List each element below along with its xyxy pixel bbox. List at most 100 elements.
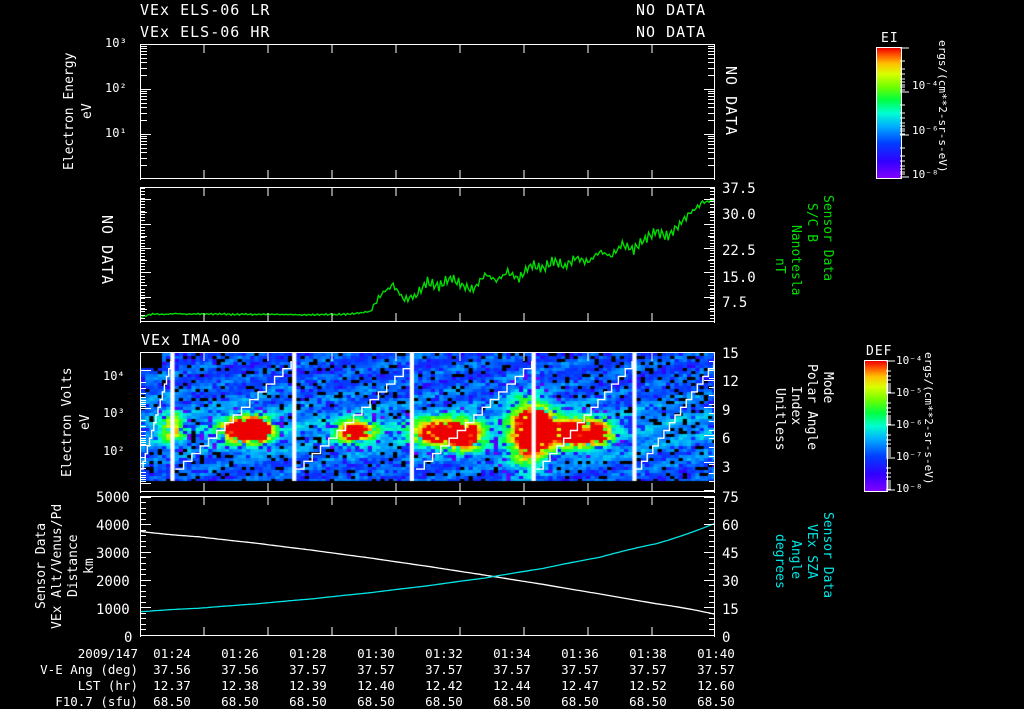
- panel4-left-label-sensor-data: Sensor Data: [34, 522, 49, 610]
- bottom-cell: 68.50: [153, 693, 191, 709]
- bottom-row: V-E Ang (deg) 37.56 37.56 37.57 37.57 37.57 37…: [18, 661, 750, 677]
- panel1-ytick-1e1: 10¹: [105, 126, 127, 140]
- panel3-ytick-1e4: 10⁴: [103, 369, 125, 383]
- panel2-ytick-30.0: 30.0: [722, 207, 756, 223]
- panel3-right-label-index: Index: [788, 386, 803, 426]
- colorbar1-frame: [876, 47, 902, 179]
- panel4-right-label-sensor-data: Sensor Data: [820, 512, 835, 599]
- panel2-nodata-vertical: NO DATA: [98, 215, 116, 286]
- bottom-cell: 37.56: [221, 661, 259, 677]
- magnetic-field-trace: [141, 198, 714, 319]
- colorbar2-tick-5: 10⁻⁸: [896, 482, 923, 495]
- panel3-ytick-1e3: 10³: [103, 406, 125, 420]
- panel1-title-right-lr: NO DATA: [636, 1, 707, 19]
- bottom-cell: 12.44: [493, 677, 531, 693]
- bottom-cell: 01:38: [629, 645, 667, 661]
- bottom-cell: 68.50: [561, 693, 599, 709]
- panel1-title-left-hr: VEx ELS-06 HR: [140, 23, 271, 41]
- panel4-left-ytick-0: 0: [124, 630, 133, 646]
- panel1-ylabel: Electron Energy: [62, 52, 77, 171]
- colorbar2-gradient: [865, 361, 887, 491]
- panel4-right-ytick-45: 45: [722, 546, 739, 562]
- panel2-right-label-sensor-data: Sensor Data: [820, 195, 835, 282]
- bottom-row: 2009/147 01:24 01:26 01:28 01:30 01:32 01:34 01…: [18, 645, 750, 661]
- bottom-cell: 12.52: [629, 677, 667, 693]
- colorbar1-unit-label: ergs/(cm**2-sr-s-eV): [936, 40, 949, 173]
- panel4-right-ytick-75: 75: [722, 490, 739, 506]
- bottom-cell: 01:34: [493, 645, 531, 661]
- bottom-cell: 12.60: [697, 677, 735, 693]
- panel3-axis-ticks: [140, 352, 715, 493]
- panel4-left-ytick-3000: 3000: [96, 546, 130, 562]
- bottom-cell: 01:40: [697, 645, 735, 661]
- panel-altitude-sza: [140, 496, 715, 636]
- panel4-right-ytick-0: 0: [722, 630, 731, 646]
- panel4-left-ytick-4000: 4000: [96, 518, 130, 534]
- panel4-right-ytick-30: 30: [722, 574, 739, 590]
- bottom-cell: 68.50: [357, 693, 395, 709]
- panel-magnetic-field: [140, 187, 715, 322]
- panel1-ytick-1e2: 10²: [105, 81, 127, 95]
- bottom-cell: 37.57: [629, 661, 667, 677]
- bottom-cell: 01:32: [425, 645, 463, 661]
- bottom-cell: 37.57: [493, 661, 531, 677]
- bottom-cell: 12.38: [221, 677, 259, 693]
- panel3-title: VEx IMA-00: [141, 331, 242, 349]
- colorbar1-gradient: [877, 48, 901, 178]
- panel2-axis-ticks: [140, 187, 715, 323]
- panel3-yunit: eV: [78, 414, 93, 430]
- polar-angle-staircase: [141, 361, 714, 470]
- bottom-row: LST (hr) 12.37 12.38 12.39 12.40 12.42 12.44 12…: [18, 677, 750, 693]
- bottom-cell: 68.50: [425, 693, 463, 709]
- panel3-ylabel: Electron Volts: [60, 367, 75, 477]
- bottom-row-label: 2009/147: [77, 645, 138, 661]
- panel4-right-label-vex-sza: VEx SZA: [804, 524, 819, 579]
- colorbar2-tick-4: 10⁻⁷: [896, 450, 923, 463]
- bottom-row-label: LST (hr): [77, 677, 138, 693]
- panel2-right-label-nanotesla: Nanotesla: [788, 225, 803, 296]
- bottom-cell: 68.50: [221, 693, 259, 709]
- bottom-cell: 68.50: [289, 693, 327, 709]
- panel3-right-label-polar-angle: Polar Angle: [804, 364, 819, 451]
- panel2-right-label-sc-b: S/C B: [804, 203, 819, 243]
- bottom-cell: 01:36: [561, 645, 599, 661]
- bottom-row-label: V-E Ang (deg): [40, 661, 138, 677]
- panel2-ytick-22.5: 22.5: [722, 243, 756, 259]
- colorbar1-ticks: [900, 47, 909, 178]
- colorbar2-tick-1: 10⁻⁴: [896, 354, 923, 367]
- bottom-cell: 68.50: [697, 693, 735, 709]
- colorbar2-tick-2: 10⁻⁵: [896, 386, 923, 399]
- panel3-right-ytick-15: 15: [722, 346, 739, 362]
- panel3-right-label-unitless: Unitless: [772, 388, 787, 451]
- panel2-ytick-15.0: 15.0: [722, 270, 756, 286]
- panel4-right-label-degrees: degrees: [772, 534, 787, 589]
- panel1-ytick-1e3: 10³: [105, 36, 127, 50]
- bottom-cell: 01:30: [357, 645, 395, 661]
- bottom-cell: 68.50: [629, 693, 667, 709]
- colorbar1-tick-1: 10⁻⁴: [912, 79, 939, 92]
- panel1-axis-ticks: [140, 44, 715, 180]
- colorbar2-tick-3: 10⁻⁶: [896, 418, 923, 431]
- panel3-ytick-1e2: 10²: [103, 444, 125, 458]
- bottom-cell: 12.37: [153, 677, 191, 693]
- bottom-cell: 37.57: [357, 661, 395, 677]
- bottom-cell: 37.57: [289, 661, 327, 677]
- bottom-row: F10.7 (sfu) 68.50 68.50 68.50 68.50 68.50 68.5…: [18, 693, 750, 709]
- panel1-nodata-vertical: NO DATA: [722, 66, 740, 137]
- panel4-left-ytick-5000: 5000: [96, 490, 130, 506]
- panel2-right-label-nt: nT: [772, 258, 787, 274]
- panel3-right-ytick-6: 6: [722, 431, 731, 447]
- bottom-cell: 01:26: [221, 645, 259, 661]
- bottom-cell: 12.42: [425, 677, 463, 693]
- bottom-cell: 37.57: [697, 661, 735, 677]
- panel4-left-ytick-1000: 1000: [96, 602, 130, 618]
- panel3-right-ytick-12: 12: [722, 374, 739, 390]
- panel4-right-ytick-15: 15: [722, 602, 739, 618]
- colorbar1-tick-2: 10⁻⁶: [912, 124, 939, 137]
- panel-electron-energy-spectrogram: [140, 44, 715, 179]
- panel4-left-label-km: km: [82, 558, 97, 574]
- colorbar2-unit-label: ergs/(cm**2-sr-s-eV): [922, 352, 935, 485]
- colorbar2-frame: [864, 360, 888, 492]
- altitude-sza-traces: [141, 523, 714, 615]
- bottom-row-label: F10.7 (sfu): [55, 693, 138, 709]
